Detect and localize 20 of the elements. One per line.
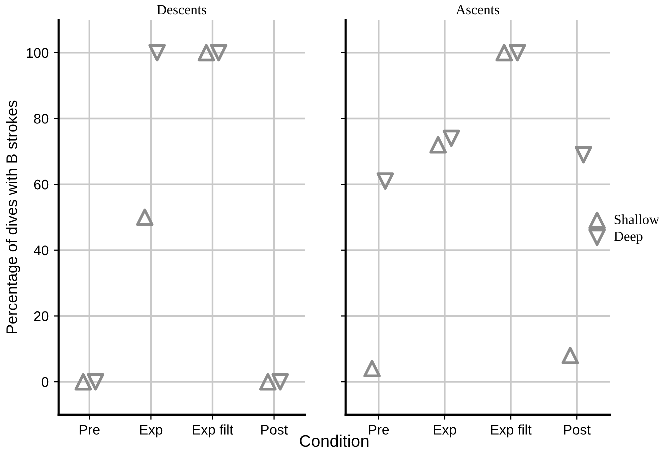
x-tick-label: Post: [262, 425, 288, 435]
x-tick-label: Exp filt: [193, 424, 234, 438]
chart-title: Ascents: [456, 5, 500, 15]
y-tick-label: 80: [34, 114, 49, 124]
chart-title: Descents: [157, 5, 207, 15]
x-tick-label: Post: [564, 425, 591, 435]
x-axis-title: Condition: [300, 434, 369, 448]
x-tick-label: Pre: [369, 425, 390, 435]
y-axis-title: Percentage of dives with B strokes: [6, 100, 20, 334]
x-tick-label: Pre: [80, 425, 100, 435]
y-tick-label: 40: [34, 246, 49, 256]
y-tick-label: 0: [42, 377, 49, 388]
y-tick-label: 100: [27, 48, 49, 58]
legend-label: Deep: [614, 232, 643, 244]
legend-label: Shallow: [614, 214, 660, 224]
x-tick-label: Exp: [434, 425, 456, 438]
y-tick-label: 60: [34, 180, 49, 190]
y-tick-label: 20: [34, 312, 49, 322]
x-tick-label: Exp: [140, 425, 163, 438]
x-tick-label: Exp filt: [491, 424, 532, 438]
